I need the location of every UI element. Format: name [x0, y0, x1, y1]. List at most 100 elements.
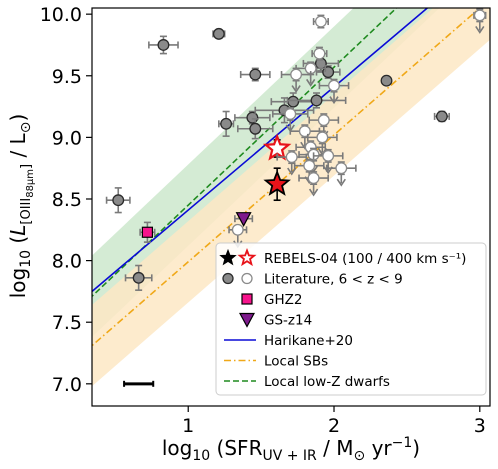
y-axis: 7.0 7.5 8.0 8.5 9.0 9.5 10.0 — [40, 4, 92, 396]
point-s1-26-marker — [285, 151, 298, 164]
point-s1-19-marker — [290, 68, 303, 81]
point-s0-0-star — [263, 169, 291, 196]
legend-label-5: Local SBs — [264, 354, 328, 370]
legend-item-4: Harikane+20 — [224, 333, 353, 349]
point-s2-0 — [139, 221, 156, 243]
legend-square — [241, 293, 253, 305]
point-s1-7-marker — [249, 122, 262, 135]
point-s1-21 — [271, 107, 309, 133]
point-s1-24-marker — [316, 131, 329, 144]
y-tick-label-0: 7.0 — [52, 374, 82, 396]
point-s1-30 — [325, 161, 357, 187]
legend-label-6: Local low-Z dwarfs — [264, 374, 390, 390]
point-s1-29-marker — [303, 159, 316, 172]
point-s0-0 — [263, 167, 291, 202]
point-s1-31 — [298, 171, 329, 197]
point-s1-0 — [105, 187, 131, 214]
point-s1-16-limit-head — [475, 25, 485, 34]
legend-item-3: GS-z14 — [238, 312, 312, 329]
legend: REBELS-04 (100 / 400 km s⁻¹) Literature, … — [215, 242, 487, 396]
y-tick-label-3: 8.5 — [52, 189, 82, 211]
x-tick-label-0: 1 — [182, 415, 194, 437]
point-s1-19-limit-head — [291, 85, 301, 93]
point-s1-22 — [308, 113, 340, 139]
point-s1-1-marker — [132, 271, 145, 284]
x-axis: 1 2 3 — [182, 406, 486, 437]
point-s1-16 — [473, 8, 487, 34]
point-s1-10-marker — [310, 94, 323, 107]
point-s1-7 — [236, 118, 274, 140]
point-s3-0 — [234, 212, 254, 227]
legend-circle-open — [241, 272, 253, 285]
y-axis-label: log10 (L[OIII88μm] / L⊙) — [6, 114, 36, 299]
point-s1-26-limit-head — [287, 167, 297, 176]
legend-label-2: GHZ2 — [264, 292, 302, 308]
x-tick-label-2: 3 — [474, 415, 486, 437]
point-s1-18 — [295, 61, 327, 87]
legend-item-1: Literature, 6 < z < 9 — [222, 272, 403, 288]
y-tick-label-1: 7.5 — [52, 312, 82, 334]
legend-triangle — [238, 312, 256, 328]
point-s1-5-marker — [249, 68, 262, 81]
point-s1-2 — [148, 35, 179, 55]
point-s1-14-marker — [435, 110, 448, 123]
y-tick-label-5: 9.5 — [52, 66, 82, 88]
legend-label-3: GS-z14 — [264, 313, 312, 329]
point-s1-4-marker — [220, 117, 233, 130]
legend-item-6: Local low-Z dwarfs — [224, 374, 390, 390]
scale-bar — [123, 380, 155, 387]
legend-label-0: REBELS-04 (100 / 400 km s⁻¹) — [264, 251, 466, 267]
point-s1-15 — [312, 14, 329, 29]
legend-item-0: REBELS-04 (100 / 400 km s⁻¹) — [219, 247, 466, 267]
point-s3-0-marker — [235, 212, 252, 227]
point-s1-20 — [318, 78, 350, 105]
legend-item-5: Local SBs — [224, 354, 328, 370]
point-s1-28-marker — [322, 149, 335, 162]
relation-bands — [92, 8, 490, 387]
point-s1-26 — [276, 150, 308, 176]
point-s1-31-limit-head — [308, 188, 319, 197]
legend-label-4: Harikane+20 — [264, 333, 353, 349]
point-s1-13-marker — [380, 74, 393, 87]
x-tick-label-1: 2 — [328, 415, 340, 437]
point-s1-5 — [239, 67, 271, 82]
point-s1-21-marker — [284, 108, 297, 120]
point-s1-30-marker — [335, 162, 348, 175]
legend-item-2: GHZ2 — [241, 292, 302, 308]
legend-box — [215, 242, 487, 396]
point-s1-13 — [380, 74, 393, 87]
legend-circle-filled — [222, 272, 234, 285]
y-tick-label-2: 8.0 — [52, 251, 82, 273]
point-s1-30-limit-head — [336, 178, 346, 187]
point-s1-17 — [311, 46, 328, 61]
local-sbs-line — [92, 8, 482, 347]
data-points — [105, 8, 487, 291]
point-s1-14 — [433, 110, 450, 123]
x-axis-label: log10 (SFRUV + IR / M⊙ yr−1) — [162, 435, 420, 464]
point-s1-31-marker — [307, 172, 320, 184]
point-s1-23-marker — [298, 125, 311, 138]
point-s1-9-marker — [287, 95, 300, 108]
y-tick-label-4: 9.0 — [52, 127, 82, 149]
point-s1-17-marker — [313, 47, 326, 60]
point-s1-15-marker — [314, 15, 327, 28]
legend-star-filled — [219, 248, 237, 266]
point-s1-28 — [312, 148, 344, 175]
point-s1-18-limit-head — [306, 78, 316, 87]
y-tick-label-6: 10.0 — [40, 4, 82, 26]
point-s1-32-marker — [231, 223, 244, 236]
point-s1-4 — [218, 110, 235, 137]
legend-star-open — [237, 247, 257, 267]
point-s1-0-marker — [112, 194, 125, 207]
plot-frame — [91, 7, 491, 407]
point-s1-22-marker — [317, 114, 330, 127]
point-s1-20-limit-head — [329, 96, 339, 105]
point-s1-3 — [212, 27, 226, 40]
point-s1-2-marker — [157, 39, 170, 51]
point-s1-3-marker — [212, 27, 225, 40]
point-s1-19 — [280, 67, 312, 93]
point-s1-20-marker — [328, 79, 340, 92]
point-s1-16-marker — [473, 9, 486, 22]
legend-label-1: Literature, 6 < z < 9 — [264, 272, 403, 288]
